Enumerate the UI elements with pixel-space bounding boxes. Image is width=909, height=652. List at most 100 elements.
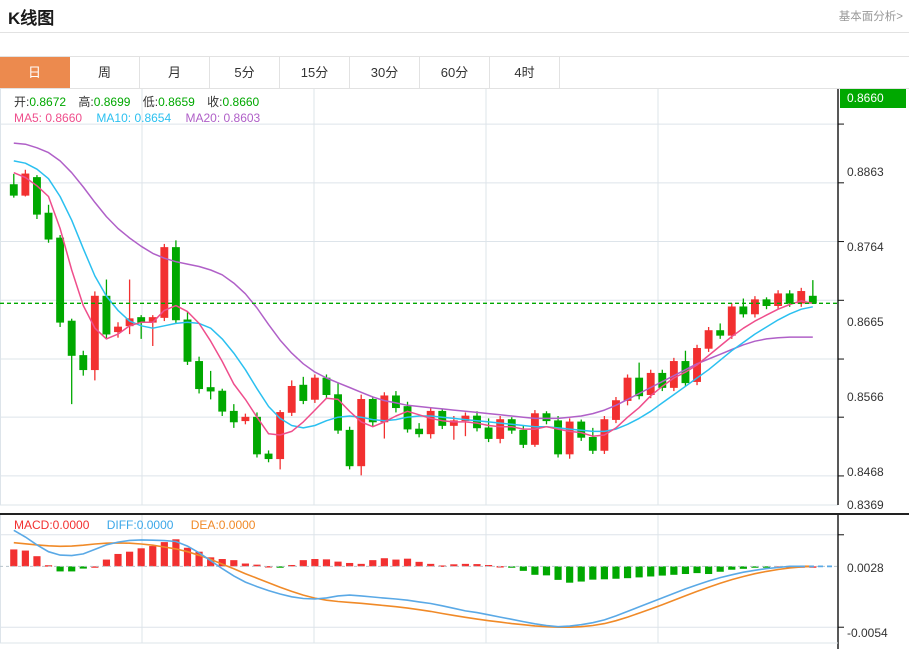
candle-64[interactable] (750, 296, 759, 318)
candle-38[interactable] (449, 415, 458, 440)
candle-6[interactable] (79, 350, 88, 376)
candle-body-50 (588, 437, 597, 451)
macd-bar-48 (566, 566, 574, 583)
candle-body-5 (67, 320, 76, 356)
candle-22[interactable] (264, 450, 273, 463)
macd-bar-29 (346, 562, 354, 567)
fundamental-analysis-link[interactable]: 基本面分析> (838, 11, 903, 23)
candle-19[interactable] (229, 404, 238, 428)
macd-bar-27 (322, 559, 331, 567)
candle-body-7 (90, 295, 99, 371)
candlestick-plot[interactable] (0, 89, 909, 511)
candle-7[interactable] (90, 291, 99, 381)
candle-14[interactable] (171, 240, 180, 324)
price-axis-tick-4: 0.8566 (847, 390, 884, 404)
macd-bar-9 (114, 553, 122, 567)
candle-36[interactable] (426, 407, 435, 439)
candle-48[interactable] (565, 418, 574, 459)
price-panel[interactable]: 开:0.8672 高:0.8699 低:0.8659 收:0.8660 MA5:… (0, 89, 909, 512)
macd-plot[interactable] (0, 515, 909, 650)
candle-28[interactable] (334, 382, 342, 434)
candle-20[interactable] (241, 413, 250, 425)
period-tab-bar: 日 周 月 5分 15分 30分 60分 4时 (0, 56, 909, 89)
macd-bar-35 (415, 561, 423, 567)
candle-9[interactable] (114, 322, 122, 338)
macd-bar-2 (33, 556, 41, 567)
price-axis-tick-3: 0.8665 (847, 315, 884, 329)
candle-25[interactable] (299, 376, 308, 405)
candle-body-13 (160, 247, 169, 318)
candle-50[interactable] (588, 427, 597, 454)
price-axis-tick-5: 0.8468 (847, 465, 884, 479)
tab-week[interactable]: 周 (70, 57, 140, 88)
candle-body-19 (229, 410, 238, 423)
tab-month[interactable]: 月 (140, 57, 210, 88)
tab-4hour[interactable]: 4时 (490, 57, 560, 88)
candle-0[interactable] (9, 173, 18, 198)
macd-bar-7 (91, 566, 99, 568)
macd-bar-60 (705, 566, 713, 575)
candle-15[interactable] (183, 311, 192, 365)
diff-line (13, 529, 813, 628)
candle-52[interactable] (612, 397, 620, 424)
candle-21[interactable] (253, 412, 261, 458)
macd-bar-62 (728, 566, 736, 570)
macd-bar-36 (427, 563, 435, 567)
candle-62[interactable] (727, 303, 736, 339)
candle-body-53 (623, 377, 632, 401)
tab-30min[interactable]: 30分 (350, 57, 420, 88)
candle-17[interactable] (206, 370, 215, 400)
candle-body-8 (102, 295, 111, 335)
macd-bar-65 (762, 566, 771, 568)
current-price-tag: 0.8660 (840, 89, 906, 108)
candle-37[interactable] (438, 408, 447, 430)
tab-5min[interactable]: 5分 (210, 57, 280, 88)
candle-26[interactable] (310, 374, 319, 403)
macd-panel[interactable]: MACD:0.0000 DIFF:0.0000 DEA:0.0000 0.002… (0, 513, 909, 652)
price-axis-tick-2: 0.8764 (847, 240, 884, 254)
candle-68[interactable] (797, 287, 806, 307)
tab-15min[interactable]: 15分 (280, 57, 350, 88)
candle-4[interactable] (56, 235, 65, 327)
candle-2[interactable] (33, 175, 41, 220)
candle-8[interactable] (102, 279, 111, 339)
candle-43[interactable] (507, 417, 516, 434)
candle-31[interactable] (368, 397, 377, 427)
candle-55[interactable] (646, 369, 655, 399)
candle-13[interactable] (160, 243, 169, 322)
macd-bar-25 (299, 560, 307, 567)
candle-61[interactable] (716, 323, 725, 339)
candle-5[interactable] (67, 318, 76, 405)
macd-bar-37 (438, 565, 446, 567)
ma10-line (13, 160, 813, 433)
candle-body-3 (44, 212, 53, 240)
candle-24[interactable] (287, 380, 296, 416)
candle-39[interactable] (461, 412, 470, 437)
candle-1[interactable] (21, 169, 30, 197)
candle-body-25 (299, 384, 308, 401)
chart-container: 开:0.8672 高:0.8699 低:0.8659 收:0.8660 MA5:… (0, 89, 909, 650)
macd-bar-30 (357, 563, 365, 567)
macd-bar-53 (623, 566, 632, 579)
tab-60min[interactable]: 60分 (420, 57, 490, 88)
candle-18[interactable] (218, 388, 227, 416)
candle-66[interactable] (774, 290, 783, 310)
candle-63[interactable] (739, 298, 748, 318)
candle-3[interactable] (44, 204, 53, 243)
candle-29[interactable] (345, 426, 354, 470)
candle-47[interactable] (554, 415, 563, 458)
candle-60[interactable] (704, 326, 713, 352)
candle-69[interactable] (808, 280, 817, 304)
candle-body-16 (195, 361, 204, 390)
candle-body-62 (727, 306, 736, 336)
candle-body-48 (565, 421, 574, 455)
candle-body-61 (716, 330, 725, 336)
candle-16[interactable] (195, 356, 204, 394)
candle-body-14 (171, 247, 180, 321)
macd-bar-8 (102, 559, 111, 567)
candle-42[interactable] (496, 415, 505, 444)
tab-day[interactable]: 日 (0, 57, 70, 88)
macd-bar-34 (403, 558, 412, 567)
candle-35[interactable] (415, 423, 424, 438)
candle-30[interactable] (357, 394, 366, 476)
